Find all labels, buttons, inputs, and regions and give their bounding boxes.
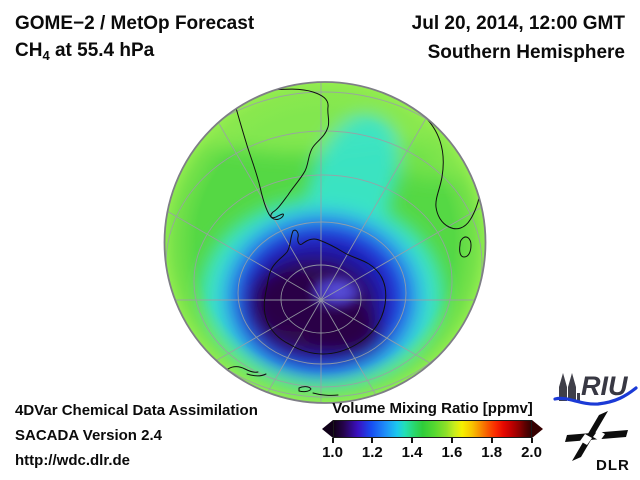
colorbar-tick-label: 2.0 xyxy=(521,444,542,461)
coast-africa xyxy=(419,111,482,230)
colorbar-tick-label: 1.4 xyxy=(401,444,423,461)
colorbar-tick-label: 1.0 xyxy=(322,444,343,461)
coast-new-zealand xyxy=(227,366,267,377)
wave-swoosh-icon xyxy=(553,386,638,406)
coast-island-south xyxy=(298,386,339,396)
colorbar: Volume Mixing Ratio [ppmv] 1.0 1.2 1.4 1… xyxy=(322,400,543,461)
colorbar-tick-label: 1.6 xyxy=(441,444,463,461)
website-url: http://wdc.dlr.de xyxy=(15,452,130,469)
globe-limb xyxy=(163,81,487,404)
colorbar-right-arrow xyxy=(532,420,543,438)
assimilation-label: 4DVar Chemical Data Assimilation xyxy=(15,402,258,419)
colorbar-tick-label: 1.8 xyxy=(481,444,503,461)
cathedral-icon xyxy=(559,373,580,401)
colorbar-title: Volume Mixing Ratio [ppmv] xyxy=(332,400,533,417)
colorbar-labels: 1.0 1.2 1.4 1.6 1.8 2.0 xyxy=(322,444,543,461)
dlr-logo: DLR xyxy=(558,402,633,474)
pressure-level: at 55.4 hPa xyxy=(49,40,155,61)
region-label: Southern Hemisphere xyxy=(427,42,625,63)
colorbar-left-arrow xyxy=(322,420,333,438)
coast-madagascar xyxy=(459,236,472,258)
plot-title: GOME−2 / MetOp Forecast xyxy=(15,13,254,35)
version-label: SACADA Version 2.4 xyxy=(15,427,162,444)
riu-logo-text: RIU xyxy=(581,371,629,401)
dlr-logo-text: DLR xyxy=(596,457,630,472)
dlr-wing-emblem-icon xyxy=(565,411,628,461)
coast-antarctica xyxy=(263,229,387,355)
species-level-label: CH4 at 55.4 hPa xyxy=(15,40,154,63)
coast-south-america xyxy=(233,88,330,220)
colorbar-tick-label: 1.2 xyxy=(361,444,383,461)
plot-title-text: GOME−2 / MetOp Forecast xyxy=(15,13,255,34)
ch4-field xyxy=(164,82,486,403)
coastlines xyxy=(227,88,482,396)
riu-logo: RIU xyxy=(552,368,638,408)
colorbar-tickmarks xyxy=(322,438,543,444)
datetime-label: Jul 20, 2014, 12:00 GMT xyxy=(411,13,625,34)
species-subscript: 4 xyxy=(42,48,50,63)
colorbar-gradient xyxy=(333,420,532,438)
species-symbol: CH xyxy=(15,40,43,61)
